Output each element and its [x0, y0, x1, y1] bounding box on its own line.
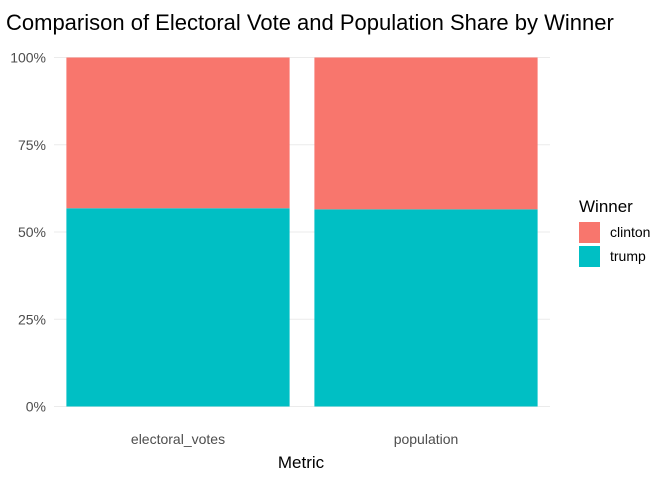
- y-tick-label-4: 100%: [10, 50, 46, 66]
- bar-clinton-electoral_votes: [66, 57, 290, 209]
- bars-layer: [66, 57, 538, 407]
- legend-label-clinton: clinton: [610, 224, 650, 240]
- legend-key-trump: [579, 246, 600, 267]
- bar-trump-population: [314, 209, 538, 407]
- y-axis: 0% 25% 50% 75% 100%: [10, 50, 46, 415]
- y-tick-label-2: 50%: [18, 224, 46, 240]
- legend-title: Winner: [579, 197, 633, 216]
- legend-label-trump: trump: [610, 248, 646, 264]
- y-tick-label-0: 0%: [26, 399, 46, 415]
- x-axis-title: Metric: [278, 453, 325, 472]
- bar-clinton-population: [314, 57, 538, 210]
- chart-title: Comparison of Electoral Vote and Populat…: [6, 10, 614, 35]
- x-tick-label-electoral_votes: electoral_votes: [131, 431, 225, 447]
- bar-trump-electoral_votes: [66, 208, 290, 407]
- x-axis: electoral_votes population: [131, 431, 458, 447]
- y-tick-label-3: 75%: [18, 137, 46, 153]
- y-tick-label-1: 25%: [18, 311, 46, 327]
- legend: Winner clinton trump: [579, 197, 650, 267]
- legend-key-clinton: [579, 222, 600, 243]
- x-tick-label-population: population: [394, 431, 459, 447]
